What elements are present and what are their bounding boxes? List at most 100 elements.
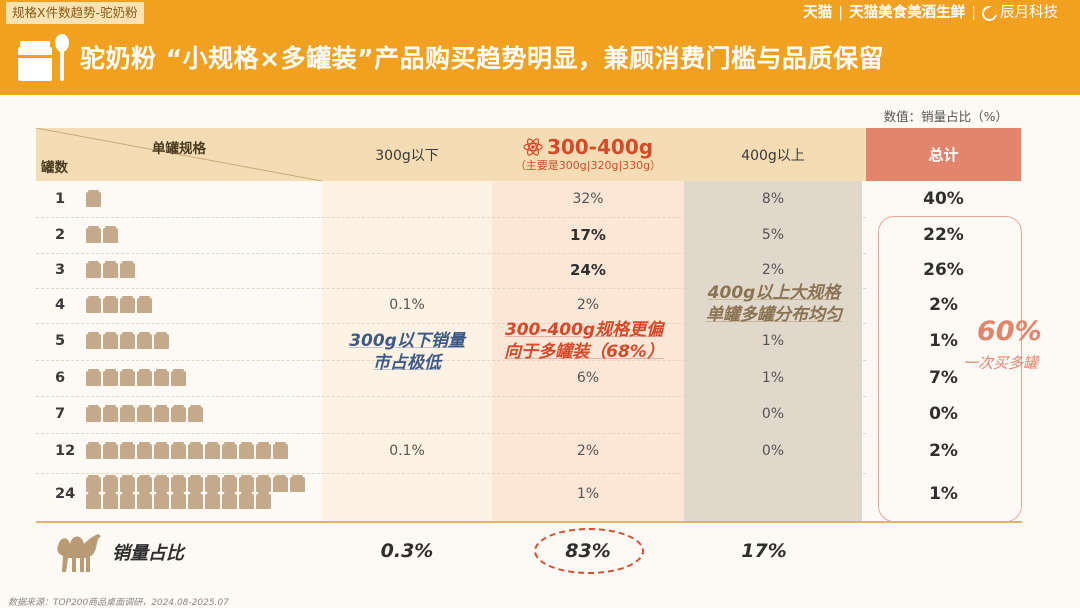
- cell-small: [322, 484, 492, 504]
- annotation-small-line1: 300g以下销量: [349, 331, 465, 351]
- row-divider: [36, 217, 866, 218]
- footer-mid: 83%: [565, 540, 611, 562]
- cell-mid: 24%: [570, 261, 606, 279]
- footer-label: 销量占比: [112, 543, 184, 564]
- cell-mid: 6%: [576, 370, 600, 386]
- annotation-mid: 300-400g规格更偏 向于多罐装（68%）: [484, 319, 684, 363]
- brand-separator: |: [838, 5, 844, 21]
- row-cans-label: 12: [55, 443, 76, 459]
- can-icon: [188, 442, 203, 459]
- row-divider: [36, 323, 866, 324]
- can-icon: [137, 405, 152, 422]
- footer-large: 17%: [741, 540, 787, 562]
- cell-large: 8%: [761, 191, 785, 207]
- cell-mid: 17%: [570, 226, 606, 244]
- column-shade-large: [684, 181, 862, 521]
- row-divider: [36, 360, 866, 361]
- can-icons: [86, 296, 316, 313]
- can-icon: [103, 332, 118, 349]
- can-icon: [86, 332, 101, 349]
- can-icon: [137, 332, 152, 349]
- can-icons: [86, 190, 316, 207]
- header-col-mid-sub: （主要是300g|320g|330g）: [514, 159, 662, 172]
- can-icon: [205, 442, 220, 459]
- can-icon: [154, 369, 169, 386]
- can-icon: [137, 369, 152, 386]
- row-cans-label: 4: [55, 297, 66, 313]
- header-cans-label: 罐数: [41, 160, 68, 176]
- cell-small: 0.1%: [389, 443, 425, 459]
- company-logo: 辰月科技: [982, 3, 1058, 23]
- cell-total: 0%: [929, 404, 958, 424]
- brand-area: 天猫 | 天猫美食美酒生鲜 | 辰月科技: [803, 3, 1058, 23]
- can-icon: [120, 492, 135, 509]
- cell-mid: 2%: [576, 297, 600, 313]
- can-icons: [86, 261, 316, 278]
- cell-total: 7%: [929, 368, 958, 388]
- table-header: [36, 128, 866, 181]
- brand-division: 天猫美食美酒生鲜: [849, 5, 966, 21]
- row-divider: [36, 433, 866, 434]
- row-cans-label: 1: [55, 191, 66, 207]
- can-icon: [86, 475, 101, 492]
- unit-note: 数值：销量占比（%）: [883, 109, 1008, 124]
- cell-mid: 32%: [572, 191, 604, 207]
- column-shade-small: [322, 181, 492, 521]
- can-icon: [120, 442, 135, 459]
- cell-small: 0.1%: [389, 297, 425, 313]
- column-shade-mid: [492, 181, 684, 521]
- can-icon: [171, 405, 186, 422]
- annotation-mid-line2: 向于多罐装（68%）: [504, 342, 664, 362]
- breadcrumb: 规格X件数趋势-驼奶粉: [6, 2, 144, 24]
- can-icon: [256, 492, 271, 509]
- milk-powder-icon: [18, 34, 69, 81]
- cell-total: 1%: [929, 331, 958, 351]
- can-icon: [120, 405, 135, 422]
- can-icon: [239, 442, 254, 459]
- can-icon: [171, 369, 186, 386]
- can-icon: [120, 261, 135, 278]
- cell-large: 1%: [761, 370, 785, 386]
- cell-mid: 1%: [576, 486, 600, 502]
- source-note: 数据来源：TOP200商品桌面调研，2024.08-2025.07: [8, 598, 229, 608]
- footer-divider: [36, 521, 1022, 523]
- header-col-mid-label: 300-400g: [546, 135, 654, 159]
- can-icon: [86, 492, 101, 509]
- can-icon: [86, 226, 101, 243]
- can-icon: [154, 492, 169, 509]
- header-bar: [0, 0, 1080, 95]
- page-title: 驼奶粉 “小规格×多罐装”产品购买趋势明显，兼顾消费门槛与品质保留: [80, 44, 885, 73]
- annotation-large-line1: 400g以上大规格: [707, 283, 841, 303]
- can-icon: [154, 475, 169, 492]
- row-cans-label: 5: [55, 333, 66, 349]
- can-icon: [86, 405, 101, 422]
- multi-can-percent: 60%: [977, 316, 1042, 347]
- annotation-large: 400g以上大规格 单罐多罐分布均匀: [684, 282, 864, 326]
- footer-small: 0.3%: [380, 540, 434, 562]
- can-icons: [86, 369, 316, 386]
- can-icon: [154, 332, 169, 349]
- cell-large: 0%: [761, 443, 785, 459]
- can-icon: [188, 405, 203, 422]
- row-divider: [36, 253, 866, 254]
- can-icon: [120, 332, 135, 349]
- can-icon: [86, 442, 101, 459]
- row-divider: [36, 288, 866, 289]
- row-cans-label: 3: [55, 262, 66, 278]
- header-col-large: 400g以上: [684, 128, 862, 181]
- can-icons: [86, 332, 316, 349]
- header-col-small: 300g以下: [322, 128, 492, 181]
- can-icon: [137, 296, 152, 313]
- header-spec-label: 单罐规格: [152, 141, 206, 157]
- can-icons: [86, 442, 316, 459]
- can-icons: [86, 475, 316, 509]
- cell-small: [322, 189, 492, 209]
- can-icon: [137, 442, 152, 459]
- can-icon: [205, 475, 220, 492]
- can-icon: [137, 492, 152, 509]
- cell-large: 2%: [761, 262, 785, 278]
- row-divider: [36, 473, 866, 474]
- can-icon: [256, 475, 271, 492]
- row-cans-label: 2: [55, 227, 66, 243]
- can-icon: [273, 442, 288, 459]
